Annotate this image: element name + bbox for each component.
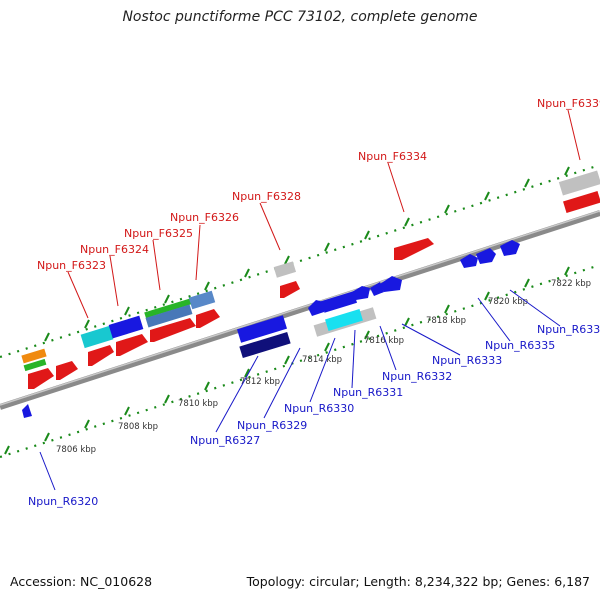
gene-label-Npun_R6335[interactable]: Npun_R6335 <box>485 339 555 352</box>
gene-cyan[interactable] <box>80 325 114 349</box>
top-major-ticks <box>44 166 570 342</box>
tick-label: 7816 kbp <box>364 336 404 346</box>
bottom-major-ticks <box>4 266 570 455</box>
tick-label: 7818 kbp <box>426 316 466 326</box>
gene-blue[interactable] <box>476 248 496 264</box>
gene-orange[interactable] <box>21 348 47 364</box>
gene-red[interactable] <box>196 309 220 328</box>
gene-label-Npun_F6326[interactable]: Npun_F6326 <box>170 211 239 224</box>
gene-label-Npun_F6339[interactable]: Npun_F6339 <box>537 97 600 110</box>
gene-label-Npun_R6329[interactable]: Npun_R6329 <box>237 419 307 432</box>
gene-red[interactable] <box>88 345 114 366</box>
gene-navy[interactable] <box>239 331 291 359</box>
gene-blue[interactable] <box>370 282 384 296</box>
gene-blue[interactable] <box>380 276 402 292</box>
gene-label-Npun_R6330[interactable]: Npun_R6330 <box>284 402 354 415</box>
gene-blue[interactable] <box>500 240 520 256</box>
gene-label-Npun_R6320[interactable]: Npun_R6320 <box>28 495 98 508</box>
tick-label: 7808 kbp <box>118 422 158 432</box>
gene-label-Npun_F6324[interactable]: Npun_F6324 <box>80 243 149 256</box>
gene-blue[interactable] <box>108 315 144 339</box>
accession-text: Accession: NC_010628 <box>10 574 153 589</box>
gene-blue[interactable] <box>308 300 324 316</box>
gene-red[interactable] <box>116 334 148 356</box>
gene-label-Npun_R6336[interactable]: Npun_R6336 <box>537 323 600 336</box>
gene-green[interactable] <box>23 358 47 372</box>
gene-blue[interactable] <box>460 254 478 268</box>
tick-label: 7820 kbp <box>488 297 528 307</box>
gene-red[interactable] <box>150 318 196 342</box>
gene-cyan[interactable] <box>325 308 363 332</box>
gene-blue[interactable] <box>22 404 32 418</box>
top-leader-lines <box>67 109 581 319</box>
tick-label: 7822 kbp <box>551 279 591 289</box>
gene-steelblue[interactable] <box>145 304 193 328</box>
gene-red[interactable] <box>56 361 78 380</box>
bottom-leader-lines <box>39 289 561 491</box>
tick-label: 7806 kbp <box>56 445 96 455</box>
gene-blue[interactable] <box>320 291 358 313</box>
gene-steelblue[interactable] <box>188 290 216 310</box>
genome-backbone-highlight <box>0 210 600 406</box>
gene-label-Npun_F6325[interactable]: Npun_F6325 <box>124 227 193 240</box>
gene-blue[interactable] <box>237 315 287 343</box>
forward-genes <box>21 170 600 389</box>
gene-red[interactable] <box>563 190 600 214</box>
reverse-genes <box>22 240 520 418</box>
tick-label: 7814 kbp <box>302 355 342 365</box>
gene-blue[interactable] <box>352 286 370 300</box>
tick-label: 7812 kbp <box>240 377 280 387</box>
gene-red[interactable] <box>394 238 434 260</box>
gene-label-Npun_F6323[interactable]: Npun_F6323 <box>37 259 106 272</box>
gene-label-Npun_R6332[interactable]: Npun_R6332 <box>382 370 452 383</box>
gene-green[interactable] <box>144 297 194 319</box>
gene-label-Npun_R6331[interactable]: Npun_R6331 <box>333 386 403 399</box>
gene-grey[interactable] <box>558 170 600 196</box>
genome-backbone <box>0 210 600 410</box>
gene-label-Npun_R6333[interactable]: Npun_R6333 <box>432 354 502 367</box>
map-title: Nostoc punctiforme PCC 73102, complete g… <box>122 9 478 25</box>
gene-label-Npun_F6334[interactable]: Npun_F6334 <box>358 150 427 163</box>
gene-red[interactable] <box>280 281 300 298</box>
gene-label-Npun_F6328[interactable]: Npun_F6328 <box>232 190 301 203</box>
gene-grey[interactable] <box>273 261 297 278</box>
gene-red[interactable] <box>28 368 54 389</box>
tick-label: 7810 kbp <box>178 399 218 409</box>
genome-summary-text: Topology: circular; Length: 8,234,322 bp… <box>246 574 590 589</box>
gene-label-Npun_R6327[interactable]: Npun_R6327 <box>190 434 260 447</box>
